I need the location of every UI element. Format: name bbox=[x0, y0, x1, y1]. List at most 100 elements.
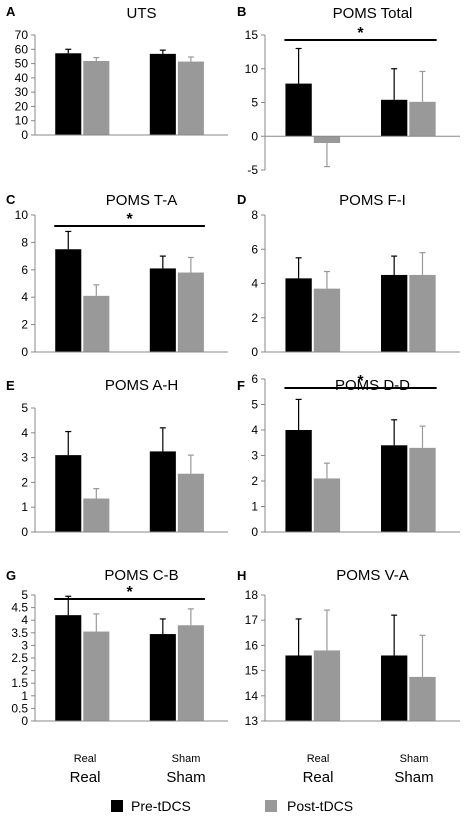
significance-star: * bbox=[126, 211, 133, 228]
bar-pre-sham bbox=[149, 451, 176, 532]
panel-letter: D bbox=[237, 192, 246, 207]
panel-d: D POMS F-I 0 2 4 6 8 bbox=[237, 192, 460, 359]
y-tick-label: 1 bbox=[21, 689, 28, 703]
group-label-small-real-left: Real bbox=[74, 753, 97, 765]
y-tick-label: 3 bbox=[21, 451, 28, 465]
y-tick-label: 5 bbox=[21, 588, 28, 602]
bar-pre-real bbox=[55, 53, 82, 135]
bar-post-real bbox=[313, 478, 341, 532]
panel-e: E POMS A-H 0 1 2 3 4 5 bbox=[6, 377, 228, 539]
panel-c: C POMS T-A 0 2 4 6 8 10 * bbox=[6, 192, 228, 359]
bar-post-sham bbox=[409, 676, 436, 721]
y-tick-label: 1.5 bbox=[11, 676, 28, 690]
bar-pre-real bbox=[55, 455, 82, 532]
y-tick-label: 1 bbox=[251, 500, 258, 514]
bar-post-real bbox=[313, 288, 341, 352]
group-label-large-sham-right: Sham bbox=[394, 769, 433, 786]
panel-letter: B bbox=[237, 4, 246, 19]
y-tick-label: 5 bbox=[21, 401, 28, 415]
bar-post-real bbox=[83, 498, 110, 532]
y-tick-label: 3 bbox=[251, 449, 258, 463]
panel-title: POMS C-B bbox=[104, 567, 178, 584]
bar-post-sham bbox=[409, 447, 436, 532]
panel-letter: A bbox=[6, 4, 16, 19]
group-label-large-real-left: Real bbox=[70, 769, 101, 786]
y-tick-label: 4 bbox=[21, 290, 28, 304]
bar-pre-real bbox=[285, 655, 312, 721]
y-tick-label: 50 bbox=[15, 57, 29, 71]
panel-letter: C bbox=[6, 192, 16, 207]
group-label-small-real-right: Real bbox=[307, 753, 330, 765]
y-tick-label: 0 bbox=[21, 345, 28, 359]
significance-star: * bbox=[357, 373, 364, 390]
y-tick-label: 6 bbox=[251, 372, 258, 386]
bar-pre-real bbox=[285, 83, 312, 137]
panel-title: POMS D-D bbox=[335, 377, 410, 394]
significance-star: * bbox=[357, 25, 364, 42]
y-tick-label: 4 bbox=[21, 613, 28, 627]
y-tick-label: 70 bbox=[15, 28, 29, 42]
panel-letter: F bbox=[237, 378, 245, 393]
y-tick-label: 8 bbox=[21, 235, 28, 249]
bar-pre-real bbox=[285, 278, 312, 352]
y-tick-label: 18 bbox=[245, 588, 259, 602]
panel-letter: E bbox=[6, 378, 15, 393]
bar-pre-sham bbox=[381, 99, 408, 137]
bar-pre-sham bbox=[149, 634, 176, 721]
bar-post-sham bbox=[409, 274, 436, 352]
bar-post-real bbox=[313, 136, 341, 143]
y-tick-label: 0 bbox=[21, 714, 28, 728]
y-tick-label: 8 bbox=[251, 208, 258, 222]
y-tick-label: 60 bbox=[15, 42, 29, 56]
panel-letter: G bbox=[6, 568, 16, 583]
group-label-small-sham-right: Sham bbox=[400, 753, 429, 765]
panel-g: G POMS C-B 00.511.522.533.544.55 * bbox=[6, 567, 228, 728]
bar-post-real bbox=[83, 61, 110, 135]
bar-pre-sham bbox=[149, 268, 176, 352]
y-tick-label: 0 bbox=[251, 345, 258, 359]
y-tick-label: 0 bbox=[251, 525, 258, 539]
y-tick-label: 15 bbox=[245, 664, 259, 678]
bar-post-sham bbox=[177, 272, 204, 352]
y-tick-label: 5 bbox=[251, 96, 258, 110]
y-tick-label: 2 bbox=[21, 475, 28, 489]
y-tick-label: 20 bbox=[15, 99, 29, 113]
bar-pre-real bbox=[55, 249, 82, 352]
y-tick-label: 10 bbox=[245, 62, 259, 76]
bar-post-sham bbox=[177, 61, 204, 136]
y-tick-label: 2 bbox=[251, 311, 258, 325]
y-tick-label: 14 bbox=[245, 689, 259, 703]
y-tick-label: 5 bbox=[251, 398, 258, 412]
y-tick-label: 2 bbox=[21, 664, 28, 678]
y-tick-label: 4 bbox=[251, 277, 258, 291]
bar-pre-sham bbox=[381, 274, 408, 352]
y-tick-label: 6 bbox=[21, 263, 28, 277]
legend: Pre-tDCS Post-tDCS bbox=[111, 798, 353, 814]
group-labels: Real Real Sham Sham Real Real Sham Sham bbox=[70, 753, 434, 786]
y-tick-label: 30 bbox=[15, 85, 29, 99]
y-tick-label: 3.5 bbox=[11, 626, 28, 640]
y-tick-label: 0 bbox=[21, 525, 28, 539]
legend-swatch-post bbox=[265, 800, 277, 812]
legend-label-post: Post-tDCS bbox=[287, 798, 353, 814]
panel-title: POMS F-I bbox=[339, 192, 406, 209]
y-tick-label: 16 bbox=[245, 638, 259, 652]
y-tick-label: 10 bbox=[15, 114, 29, 128]
bar-pre-sham bbox=[381, 655, 408, 721]
panel-h: H POMS V-A 13 14 15 16 17 18 bbox=[237, 567, 460, 728]
y-tick-label: 2 bbox=[251, 474, 258, 488]
panel-title: POMS A-H bbox=[105, 377, 178, 394]
panel-letter: H bbox=[237, 568, 246, 583]
bar-pre-real bbox=[285, 430, 312, 532]
panel-title: UTS bbox=[127, 5, 157, 22]
group-label-small-sham-left: Sham bbox=[172, 753, 201, 765]
group-label-large-sham-left: Sham bbox=[166, 769, 205, 786]
bar-pre-sham bbox=[149, 53, 176, 135]
y-tick-label: 10 bbox=[15, 208, 29, 222]
panel-title: POMS V-A bbox=[336, 567, 409, 584]
panel-title: POMS Total bbox=[333, 5, 413, 22]
significance-star: * bbox=[126, 584, 133, 601]
y-tick-label: 13 bbox=[245, 714, 259, 728]
y-tick-label: 0 bbox=[21, 128, 28, 142]
y-tick-label: 1 bbox=[21, 500, 28, 514]
